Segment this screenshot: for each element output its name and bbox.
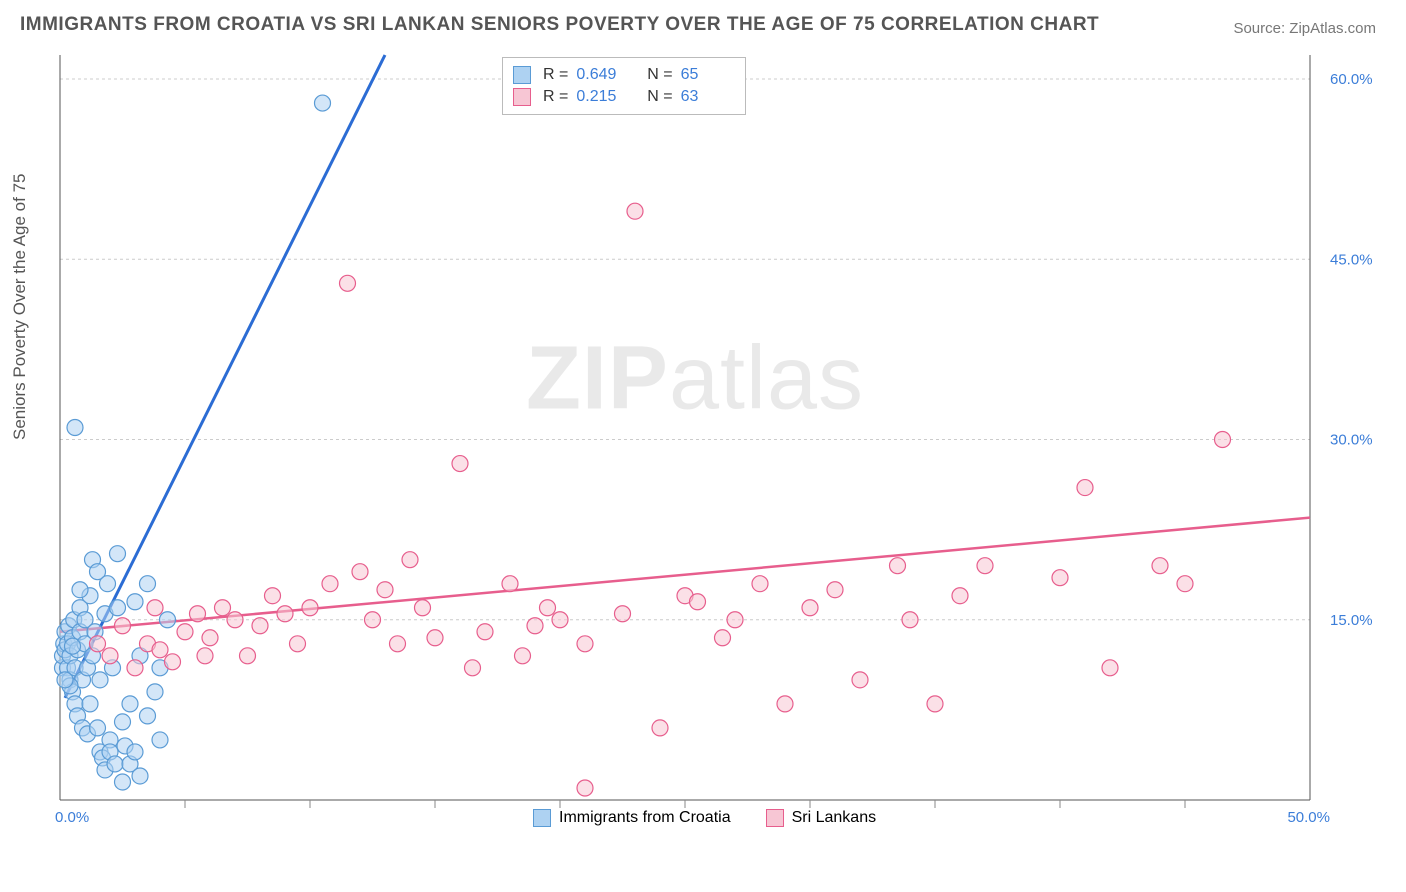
legend-label-srilankans: Sri Lankans [792,809,877,827]
legend-row-srilankans: R = 0.215 N = 63 [513,86,731,108]
legend-label-croatia: Immigrants from Croatia [559,809,731,827]
swatch-croatia [533,809,551,827]
svg-text:50.0%: 50.0% [1287,809,1330,826]
swatch-croatia [513,66,531,84]
swatch-srilankans [766,809,784,827]
bottom-legend: Immigrants from Croatia Sri Lankans [533,809,876,827]
legend-item-srilankans: Sri Lankans [766,809,877,827]
svg-text:0.0%: 0.0% [55,809,89,826]
svg-text:30.0%: 30.0% [1330,432,1373,449]
n-value-srilankans: 63 [681,88,731,106]
r-value-croatia: 0.649 [576,66,626,84]
svg-text:45.0%: 45.0% [1330,251,1373,268]
svg-text:60.0%: 60.0% [1330,71,1373,88]
legend-item-croatia: Immigrants from Croatia [533,809,731,827]
y-axis-label: Seniors Poverty Over the Age of 75 [10,174,30,440]
r-label: R = [543,66,568,84]
scatter-chart: 15.0%30.0%45.0%60.0%0.0%50.0% [50,55,1340,827]
n-label: N = [638,66,672,84]
swatch-srilankans [513,88,531,106]
r-label: R = [543,88,568,106]
n-label: N = [638,88,672,106]
svg-text:15.0%: 15.0% [1330,612,1373,629]
plot-area: ZIPatlas 15.0%30.0%45.0%60.0%0.0%50.0% R… [50,55,1340,827]
legend-row-croatia: R = 0.649 N = 65 [513,64,731,86]
correlation-legend: R = 0.649 N = 65 R = 0.215 N = 63 [502,57,746,115]
chart-title: IMMIGRANTS FROM CROATIA VS SRI LANKAN SE… [20,14,1099,36]
source-attribution: Source: ZipAtlas.com [1233,20,1376,37]
r-value-srilankans: 0.215 [576,88,626,106]
n-value-croatia: 65 [681,66,731,84]
